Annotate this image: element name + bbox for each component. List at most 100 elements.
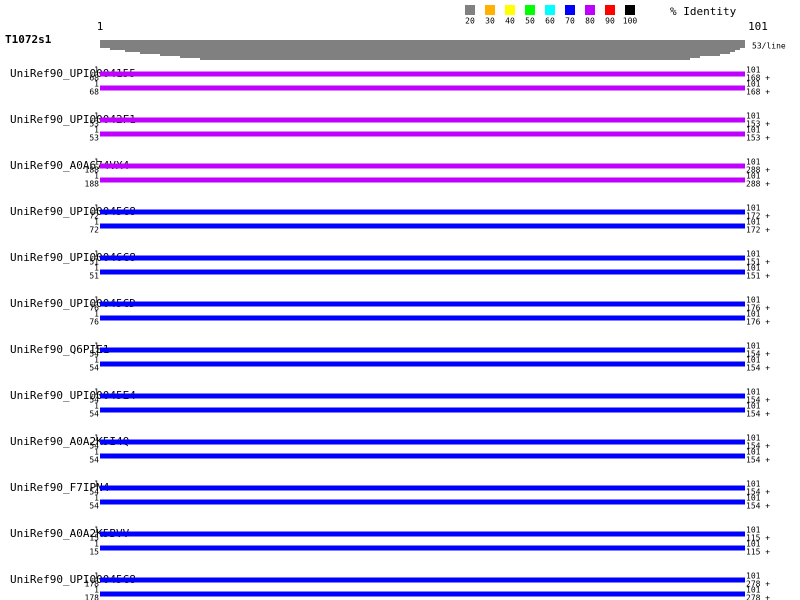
end-label: 188 [85,166,100,175]
hit-name: UniRef90_UPI00045CD [10,297,136,310]
end-label: 15 [89,534,99,543]
alignment-bar [100,499,745,505]
hit-name: UniRef90_Q6PIE1 [10,343,109,356]
query-name: T1072s1 [5,33,52,46]
start-label: 1 [94,402,99,411]
hit-name: UniRef90_UPI0004155 [10,67,136,80]
start-label: 1 [94,586,99,595]
hit-name: UniRef90_UPI00046C8 [10,251,136,264]
subject-end-label: 278 + [746,594,770,600]
query-end-label: 101 [746,250,761,259]
legend-title: % Identity [670,5,737,18]
alignment-bar [100,209,745,215]
start-label: 1 [94,448,99,457]
legend-label: 80 [585,17,595,26]
alignment-bar [100,407,745,413]
alignment-bar [100,361,745,367]
end-label: 54 [89,350,99,359]
query-end: 101 [748,20,768,33]
subject-end-label: 151 + [746,272,770,281]
query-ruler [100,40,745,60]
subject-end-label: 154 + [746,502,770,511]
query-end-label: 101 [746,494,761,503]
end-label: 51 [89,272,99,281]
end-label: 68 [89,88,99,97]
end-label: 76 [89,304,99,313]
end-label: 72 [89,212,99,221]
end-label: 54 [89,410,99,419]
query-end-label: 101 [746,342,761,351]
alignment-bar [100,577,745,583]
hit-name: UniRef90_A0A674VX4 [10,159,130,172]
legend-swatch [465,5,475,15]
query-end-label: 101 [746,448,761,457]
start-label: 1 [94,250,99,259]
subject-end-label: 168 + [746,74,770,83]
legend-label: 70 [565,17,575,26]
alignment-bar [100,117,745,123]
legend-label: 20 [465,17,475,26]
end-label: 76 [89,318,99,327]
alignment-bar [100,163,745,169]
legend-swatch [485,5,495,15]
query-end-label: 101 [746,480,761,489]
alignment-bar [100,485,745,491]
query-start: 1 [97,20,104,33]
end-label: 51 [89,258,99,267]
per-line: 53/line [752,42,786,51]
start-label: 1 [94,540,99,549]
end-label: 188 [85,180,100,189]
start-label: 1 [94,494,99,503]
query-end-label: 101 [746,586,761,595]
hit-name: UniRef90_UPI00045C8 [10,573,136,586]
end-label: 54 [89,456,99,465]
legend-swatch [625,5,635,15]
end-label: 178 [85,594,100,600]
query-end-label: 101 [746,264,761,273]
alignment-bar [100,71,745,77]
start-label: 1 [94,526,99,535]
subject-end-label: 154 + [746,488,770,497]
alignment-bar [100,223,745,229]
subject-end-label: 153 + [746,120,770,129]
start-label: 1 [94,218,99,227]
subject-end-label: 154 + [746,442,770,451]
end-label: 178 [85,580,100,589]
alignment-bar [100,131,745,137]
start-label: 1 [94,126,99,135]
query-end-label: 101 [746,526,761,535]
start-label: 1 [94,204,99,213]
legend-label: 100 [623,17,638,26]
start-label: 1 [94,66,99,75]
query-end-label: 101 [746,572,761,581]
subject-end-label: 154 + [746,456,770,465]
subject-end-label: 154 + [746,364,770,373]
alignment-bar [100,453,745,459]
start-label: 1 [94,434,99,443]
start-label: 1 [94,310,99,319]
hit-name: UniRef90_A0A2K5I4Q [10,435,129,448]
legend-swatch [545,5,555,15]
end-label: 54 [89,396,99,405]
query-end-label: 101 [746,172,761,181]
start-label: 1 [94,480,99,489]
subject-end-label: 154 + [746,350,770,359]
alignment-bar [100,591,745,597]
subject-end-label: 115 + [746,548,770,557]
alignment-bar [100,269,745,275]
hit-name: UniRef90_F7IPN4 [10,481,110,494]
end-label: 54 [89,442,99,451]
start-label: 1 [94,296,99,305]
subject-end-label: 288 + [746,180,770,189]
subject-end-label: 176 + [746,318,770,327]
legend-label: 30 [485,17,495,26]
end-label: 68 [89,74,99,83]
query-end-label: 101 [746,204,761,213]
start-label: 1 [94,112,99,121]
subject-end-label: 172 + [746,226,770,235]
end-label: 54 [89,502,99,511]
alignment-bar [100,439,745,445]
legend-swatch [605,5,615,15]
query-end-label: 101 [746,80,761,89]
